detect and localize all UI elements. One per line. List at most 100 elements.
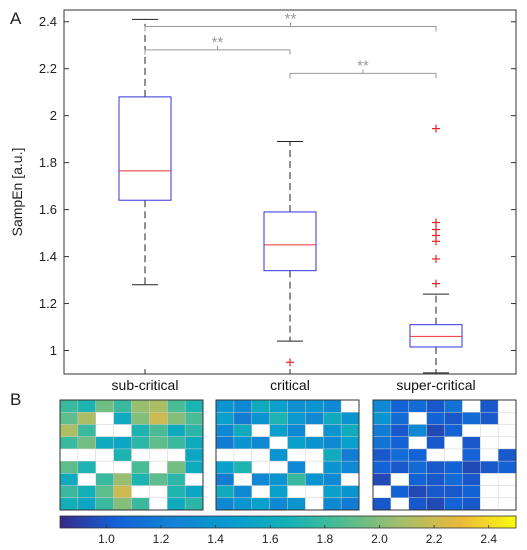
heatmap-cell [269, 424, 288, 437]
heatmap-cell [149, 424, 168, 437]
colorbar-tick-label: 1.2 [153, 532, 170, 546]
heatmap-critical [215, 399, 360, 511]
heatmap-cell [323, 400, 342, 413]
heatmap-cell-empty [287, 485, 306, 499]
heatmap-cell-empty [113, 424, 132, 437]
heatmap-cell [185, 412, 204, 425]
heatmap-sub-critical [59, 399, 204, 511]
heatmap-cell [113, 436, 132, 450]
x-tick-label: super-critical [396, 377, 475, 393]
heatmap-cell [269, 400, 288, 413]
heatmap-cell [60, 400, 79, 413]
heatmap-cell [233, 412, 253, 425]
significance-label: ** [212, 34, 224, 51]
heatmap-cell [287, 461, 306, 474]
y-axis-label: SampEn [a.u.] [9, 148, 25, 237]
heatmap-cell [95, 473, 114, 486]
heatmap-cell [167, 497, 186, 511]
heatmap-cell [305, 436, 324, 450]
heatmap-cell-empty [251, 424, 270, 437]
heatmap-cell-empty [373, 485, 392, 499]
heatmap-cell [113, 485, 132, 499]
heatmap-cell [305, 473, 324, 486]
heatmap-cell-empty [498, 436, 517, 450]
heatmap-cell [60, 412, 79, 425]
heatmap-cell-empty [305, 424, 324, 437]
heatmap-cell-empty [480, 485, 499, 499]
heatmap-cell [373, 448, 392, 462]
heatmap-cell [287, 473, 306, 486]
significance-label: ** [357, 57, 369, 74]
heatmap-cell [323, 485, 342, 499]
heatmap-cell [251, 436, 270, 450]
heatmap-cell-empty [95, 448, 114, 462]
x-tick-label: sub-critical [112, 377, 179, 393]
heatmap-cell [373, 424, 392, 437]
heatmap-cell [233, 497, 253, 511]
heatmap-cell [373, 436, 392, 450]
box-super-critical [409, 124, 463, 374]
heatmap-cell [167, 412, 186, 425]
heatmap-cell [480, 400, 499, 413]
heatmap-cell [60, 485, 79, 499]
heatmap-cell-empty [480, 448, 499, 462]
y-tick-label: 1 [50, 343, 57, 358]
heatmap-cell [323, 448, 342, 462]
outlier-point [432, 225, 440, 234]
heatmap-cell [408, 424, 427, 437]
heatmap-cell [77, 412, 97, 425]
heatmap-cell [131, 497, 150, 511]
heatmap-cell [373, 473, 392, 486]
heatmap-cell [341, 424, 360, 437]
heatmap-cell-empty [480, 473, 499, 486]
heatmap-cell [426, 485, 445, 499]
heatmap-cell [426, 461, 445, 474]
heatmap-cell [77, 400, 97, 413]
heatmap-cell [113, 473, 132, 486]
heatmap-cell [373, 400, 392, 413]
colorbar [59, 515, 517, 529]
heatmap-cell [95, 497, 114, 511]
heatmap-cell-empty [269, 461, 288, 474]
y-tick-label: 2.2 [39, 61, 57, 76]
heatmap-cell [269, 412, 288, 425]
heatmap-cell-empty [480, 436, 499, 450]
y-tick-label: 1.6 [39, 202, 57, 217]
heatmap-cell [444, 461, 463, 474]
heatmap-cell [149, 400, 168, 413]
heatmap-cell-empty [341, 473, 360, 486]
heatmap-cell [287, 400, 306, 413]
heatmap-cell [269, 497, 288, 511]
heatmap-cell [323, 436, 342, 450]
x-category-labels: sub-critical critical super-critical [112, 369, 476, 393]
heatmap-cell [113, 497, 132, 511]
heatmap-cell [373, 497, 392, 511]
heatmap-cell [462, 461, 481, 474]
heatmap-cell [444, 412, 463, 425]
heatmap-cell [287, 497, 306, 511]
heatmap-cell [167, 424, 186, 437]
heatmap-cell-empty [131, 485, 150, 499]
heatmap-cell-empty [149, 461, 168, 474]
colorbar-tick-label: 2.2 [426, 532, 443, 546]
heatmap-cell [444, 497, 463, 511]
heatmap-cell [77, 497, 97, 511]
heatmap-cell [216, 412, 235, 425]
y-tick-label: 1.8 [39, 155, 57, 170]
heatmap-cell [131, 473, 150, 486]
y-ticks: 1 1.2 1.4 1.6 1.8 2 2.2 2.4 [39, 14, 516, 358]
heatmap-cell [462, 497, 481, 511]
heatmap-cell [480, 461, 499, 474]
heatmap-cell [287, 412, 306, 425]
heatmap-cell [233, 436, 253, 450]
heatmap-cell-empty [390, 497, 410, 511]
heatmap-cell [390, 485, 410, 499]
heatmap-cell-empty [498, 485, 517, 499]
heatmap-cell-empty [149, 485, 168, 499]
heatmap-cell [444, 473, 463, 486]
heatmap-cell [269, 448, 288, 462]
heatmap-cell [216, 424, 235, 437]
heatmap-cell-empty [60, 448, 79, 462]
panel-label-b: B [10, 390, 21, 409]
heatmap-cell [408, 485, 427, 499]
